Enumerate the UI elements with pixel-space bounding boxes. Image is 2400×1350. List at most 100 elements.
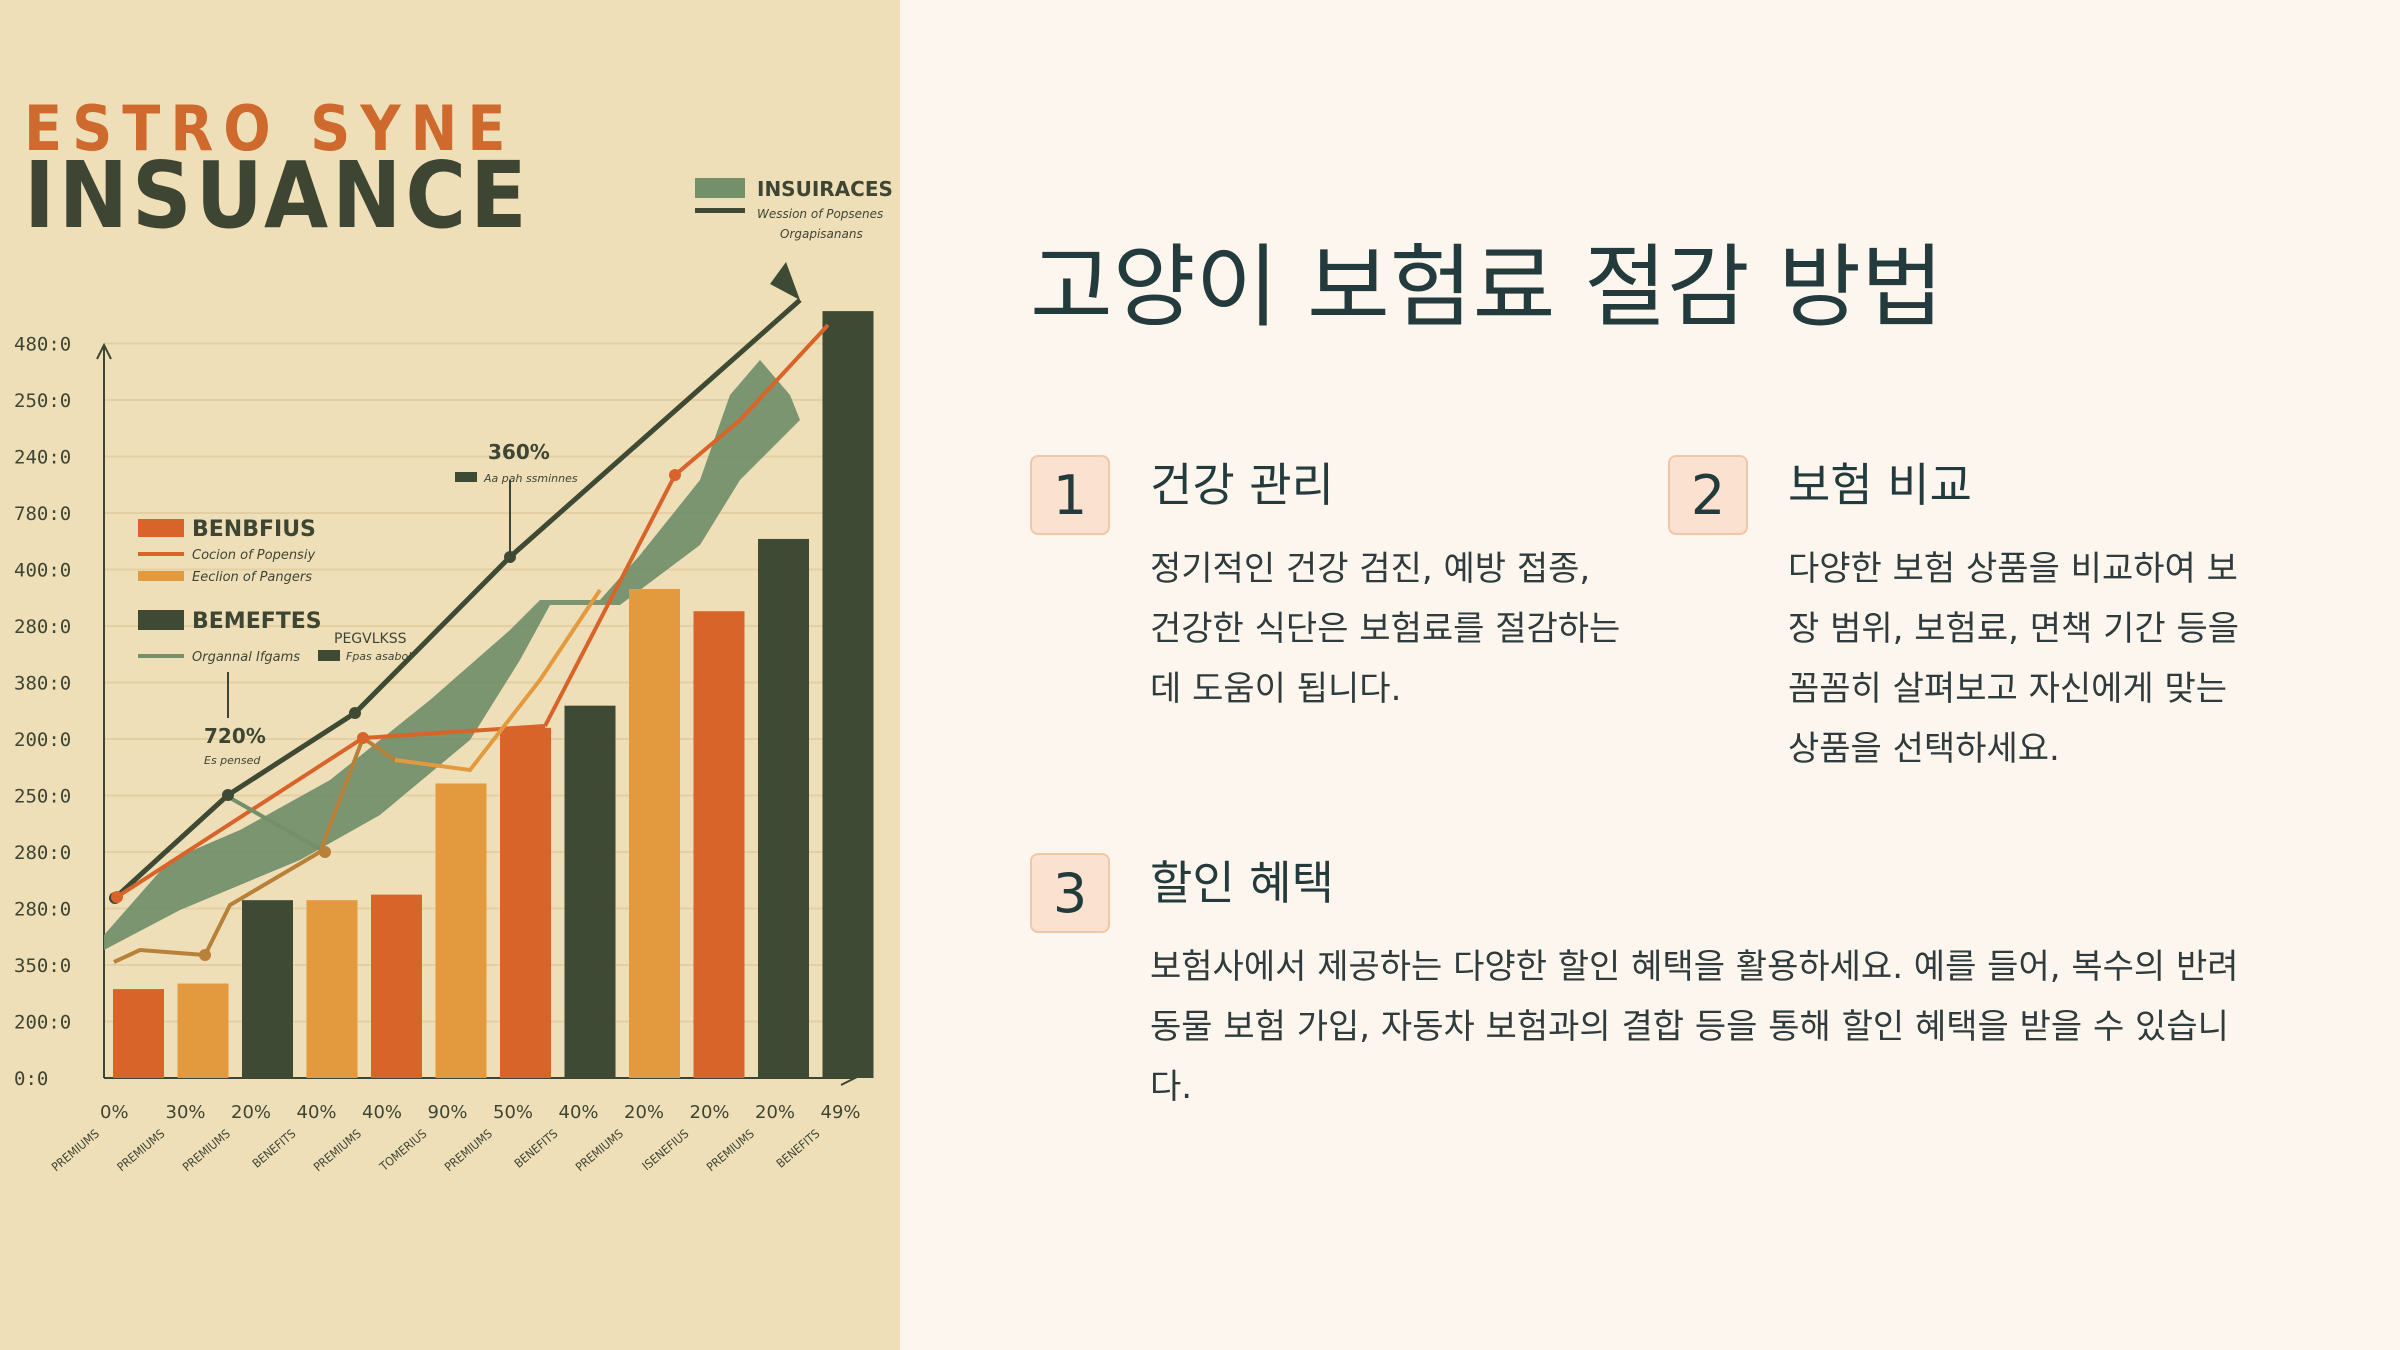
bar bbox=[177, 983, 229, 1078]
trend-line-green bbox=[224, 793, 326, 854]
data-point bbox=[199, 949, 211, 961]
x-category-label: PREMIUMS bbox=[311, 1126, 364, 1174]
x-tick-label: 90% bbox=[428, 1102, 468, 1123]
x-category-label: PREMIUMS bbox=[573, 1126, 626, 1174]
x-tick-label: 40% bbox=[297, 1102, 337, 1123]
y-tick-label: 280:0 bbox=[14, 616, 71, 638]
x-tick-label: 30% bbox=[166, 1102, 206, 1123]
x-category-label: BENEFITS bbox=[774, 1126, 823, 1170]
legend-label: Organnal Ifgams bbox=[192, 650, 300, 665]
trend-line-amber bbox=[394, 588, 602, 773]
y-tick-label: 240:0 bbox=[14, 447, 71, 469]
annotation-label: 360% bbox=[488, 440, 550, 464]
annotation-sub-label: Aa pah ssminnes bbox=[483, 472, 578, 485]
bar bbox=[113, 989, 164, 1078]
bar bbox=[435, 783, 487, 1078]
annotation-sub-label: Es pensed bbox=[204, 754, 261, 767]
legend-label: BENBFIUS bbox=[192, 517, 316, 542]
x-tick-label: 49% bbox=[821, 1102, 861, 1123]
bar bbox=[758, 538, 809, 1078]
x-category-label: PREMIUMS bbox=[49, 1126, 102, 1174]
tip-description: 정기적인 건강 검진, 예방 접종, 건강한 식단은 보험료를 절감하는 데 도… bbox=[1150, 549, 1621, 709]
y-tick-label: 350:0 bbox=[14, 955, 71, 977]
legend-sub-label: Wession of Popsenes bbox=[757, 207, 883, 221]
number-badge: 2 bbox=[1668, 455, 1748, 535]
bar bbox=[693, 611, 745, 1078]
infographic-panel: ESTRO SYNE INSUANCE 0:0 200:0 350:0 280:0 28… bbox=[0, 0, 900, 1350]
legend-sub-label: Orgapisanans bbox=[780, 227, 863, 241]
trend-arrow-icon bbox=[770, 262, 800, 300]
x-category-label: BENEFITS bbox=[512, 1126, 561, 1170]
y-tick-label: 200:0 bbox=[14, 729, 71, 751]
bar bbox=[306, 900, 358, 1078]
x-tick-label: 20% bbox=[755, 1102, 795, 1123]
data-point bbox=[111, 891, 123, 903]
x-tick-label: 20% bbox=[231, 1102, 271, 1123]
data-point bbox=[349, 707, 361, 719]
bar bbox=[242, 900, 293, 1078]
x-category-label: ISENEFIUS bbox=[640, 1126, 692, 1173]
data-point bbox=[669, 469, 681, 481]
data-point bbox=[319, 846, 331, 858]
y-tick-label: 400:0 bbox=[14, 560, 71, 582]
annotation-label: PEGVLKSS bbox=[334, 631, 407, 647]
legend-label: BEMEFTES bbox=[192, 609, 322, 634]
x-category-label: PREMIUMS bbox=[704, 1126, 757, 1174]
legend-swatch bbox=[138, 610, 184, 630]
x-category-label: PREMIUMS bbox=[180, 1126, 233, 1174]
legend-swatch bbox=[138, 519, 184, 537]
x-tick-label: 20% bbox=[624, 1102, 664, 1123]
tip-description: 다양한 보험 상품을 비교하여 보장 범위, 보험료, 면책 기간 등을 꼼꼼히… bbox=[1788, 549, 2240, 769]
x-category-label: PREMIUMS bbox=[114, 1126, 167, 1174]
legend-label: Cocion of Popensiy bbox=[192, 548, 315, 563]
x-tick-label: 20% bbox=[690, 1102, 730, 1123]
x-tick-label: 40% bbox=[559, 1102, 599, 1123]
x-category-label: PREMIUMS bbox=[442, 1126, 495, 1174]
x-category-label: TOMERIUS bbox=[376, 1126, 429, 1174]
y-tick-label: 380:0 bbox=[14, 673, 71, 695]
legend-swatch bbox=[138, 571, 184, 581]
number-badge: 3 bbox=[1030, 853, 1110, 933]
legend-swatch bbox=[138, 654, 184, 658]
annotation-label: 720% bbox=[204, 724, 266, 748]
tip-description: 보험사에서 제공하는 다양한 할인 혜택을 활용하세요. 예를 들어, 복수의 … bbox=[1150, 947, 2239, 1107]
x-tick-label: 0% bbox=[100, 1102, 129, 1123]
y-tick-label: 280:0 bbox=[14, 842, 71, 864]
y-tick-label: 250:0 bbox=[14, 390, 71, 412]
y-tick-label: 280:0 bbox=[14, 899, 71, 921]
legend-line-swatch bbox=[695, 208, 745, 213]
annotation-swatch bbox=[318, 650, 340, 661]
legend-swatch bbox=[138, 552, 184, 556]
tip-title: 보험 비교 bbox=[1788, 458, 1972, 512]
annotation-sub-label: Fpas asabol bbox=[346, 650, 411, 663]
logo-bottom-text: INSUANCE bbox=[24, 142, 531, 249]
bar bbox=[822, 311, 874, 1079]
bar bbox=[564, 705, 616, 1078]
y-tick-label: 250:0 bbox=[14, 786, 71, 808]
bar bbox=[371, 894, 422, 1078]
insurance-bar-chart: 0:0 200:0 350:0 280:0 280:0 250:0 200:0 380:0 28… bbox=[14, 177, 893, 1174]
data-point bbox=[357, 732, 369, 744]
x-tick-label: 40% bbox=[362, 1102, 402, 1123]
y-tick-label: 200:0 bbox=[14, 1012, 71, 1034]
page-title: 고양이 보험료 절감 방법 bbox=[1030, 235, 1944, 340]
content-panel: 고양이 보험료 절감 방법 1 건강 관리 정기적인 건강 검진, 예방 접종,… bbox=[900, 0, 2400, 1350]
y-axis-arrow-icon bbox=[96, 342, 112, 360]
green-area-series bbox=[104, 360, 800, 950]
y-tick-label: 480:0 bbox=[14, 334, 71, 356]
x-category-label: BENEFITS bbox=[250, 1126, 299, 1170]
legend-label: INSUIRACES bbox=[757, 177, 893, 201]
tip-title: 할인 혜택 bbox=[1150, 856, 1334, 910]
number-badge: 1 bbox=[1030, 455, 1110, 535]
bar bbox=[500, 727, 551, 1078]
x-tick-label: 50% bbox=[493, 1102, 533, 1123]
data-point bbox=[222, 789, 234, 801]
y-tick-label: 780:0 bbox=[14, 503, 71, 525]
legend-label: Eeclion of Pangers bbox=[192, 570, 312, 585]
bar bbox=[629, 588, 680, 1078]
legend-swatch bbox=[695, 178, 745, 198]
tip-title: 건강 관리 bbox=[1150, 458, 1334, 512]
annotation-swatch bbox=[455, 472, 477, 482]
y-tick-label: 0:0 bbox=[14, 1068, 48, 1090]
logo-top-text: ESTRO SYNE bbox=[24, 92, 516, 165]
